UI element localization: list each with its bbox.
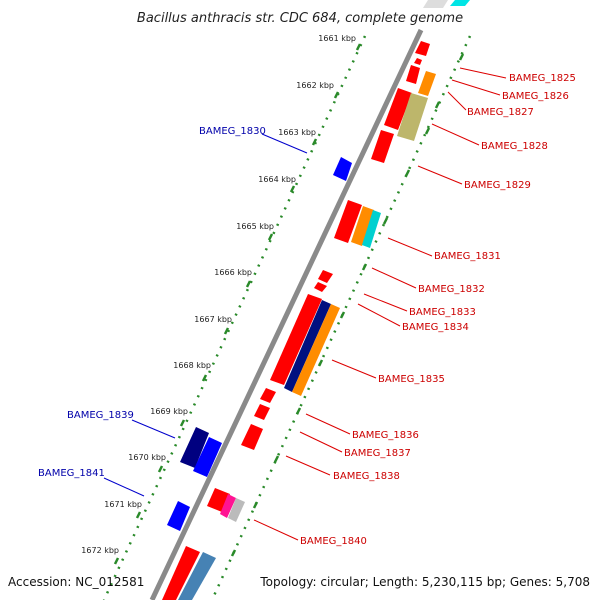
forward-label-leaders [253, 67, 507, 541]
tick-label: 1670 kbp [128, 453, 166, 462]
gene-arrow[interactable] [178, 552, 216, 600]
gene-label[interactable]: BAMEG_1837 [344, 448, 411, 459]
tick-label: 1661 kbp [318, 34, 356, 43]
genome-backbone [149, 28, 424, 600]
gene-label[interactable]: BAMEG_1828 [481, 141, 548, 152]
gene-label[interactable]: BAMEG_1831 [434, 251, 501, 262]
kbp-tick-labels: 1661 kbp 1662 kbp 1663 kbp 1664 kbp 1665… [81, 34, 356, 555]
tick-label: 1663 kbp [278, 128, 316, 137]
tick-label: 1669 kbp [150, 407, 188, 416]
tick-label: 1666 kbp [214, 268, 252, 277]
gene-arrow[interactable] [292, 304, 340, 396]
gene-label[interactable]: BAMEG_1829 [464, 180, 531, 191]
gene-arrow[interactable] [333, 157, 352, 181]
gene-label[interactable]: BAMEG_1833 [409, 307, 476, 318]
gene-label[interactable]: BAMEG_1832 [418, 284, 485, 295]
gene-arrow[interactable] [241, 424, 263, 450]
gene-arrow[interactable] [260, 388, 276, 403]
gene-label[interactable]: BAMEG_1834 [402, 322, 469, 333]
gene-arrow[interactable] [318, 270, 333, 283]
gene-arrow[interactable] [270, 294, 322, 385]
gene-feature-cropped[interactable] [450, 0, 470, 6]
gene-arrow[interactable] [415, 41, 430, 56]
tick-label: 1664 kbp [258, 175, 296, 184]
gene-arrow[interactable] [220, 494, 236, 518]
topology-text: Topology: circular; Length: 5,230,115 bp… [259, 575, 590, 589]
tick-label: 1667 kbp [194, 315, 232, 324]
tick-label: 1668 kbp [173, 361, 211, 370]
gene-label[interactable]: BAMEG_1836 [352, 430, 419, 441]
gene-arrow[interactable] [284, 300, 331, 392]
accession-text: Accession: NC_012581 [8, 575, 144, 589]
reverse-strand-features [167, 157, 352, 531]
forward-gene-labels: BAMEG_1825 BAMEG_1826 BAMEG_1827 BAMEG_1… [300, 73, 576, 547]
gene-label[interactable]: BAMEG_1825 [509, 73, 576, 84]
gene-label[interactable]: BAMEG_1840 [300, 536, 367, 547]
gene-feature-cropped[interactable] [423, 0, 448, 8]
gene-arrow[interactable] [418, 71, 436, 96]
gene-arrow[interactable] [384, 88, 412, 130]
gene-arrow[interactable] [180, 427, 209, 468]
inner-tick-marks [230, 53, 465, 557]
gene-arrow[interactable] [254, 404, 270, 420]
tick-label: 1671 kbp [104, 500, 142, 509]
map-title: Bacillus anthracis str. CDC 684, complet… [137, 11, 463, 26]
gene-arrow[interactable] [397, 93, 428, 141]
gene-arrow[interactable] [406, 65, 420, 84]
gene-arrow[interactable] [414, 58, 422, 65]
tick-label: 1665 kbp [236, 222, 274, 231]
gene-arrow[interactable] [334, 200, 362, 243]
gene-arrow[interactable] [193, 437, 222, 477]
gene-arrow[interactable] [314, 282, 327, 292]
gene-arrow[interactable] [162, 546, 200, 600]
gene-label[interactable]: BAMEG_1839 [67, 410, 134, 421]
reverse-gene-labels: BAMEG_1830 BAMEG_1839 BAMEG_1841 [38, 126, 266, 479]
gene-label[interactable]: BAMEG_1827 [467, 107, 534, 118]
gene-label[interactable]: BAMEG_1830 [199, 126, 266, 137]
gene-arrow[interactable] [351, 206, 374, 246]
gene-label[interactable]: BAMEG_1826 [502, 91, 569, 102]
gene-label[interactable]: BAMEG_1841 [38, 468, 105, 479]
gene-arrow[interactable] [167, 501, 190, 531]
tick-label: 1662 kbp [296, 81, 334, 90]
gene-label[interactable]: BAMEG_1838 [333, 471, 400, 482]
forward-strand-features [162, 41, 436, 600]
gene-label[interactable]: BAMEG_1835 [378, 374, 445, 385]
gene-arrow[interactable] [371, 130, 394, 163]
reverse-label-leaders [103, 133, 308, 497]
gene-arrow[interactable] [228, 498, 245, 522]
outer-tick-marks [113, 43, 362, 565]
tick-label: 1672 kbp [81, 546, 119, 555]
gene-arrow[interactable] [362, 210, 381, 248]
